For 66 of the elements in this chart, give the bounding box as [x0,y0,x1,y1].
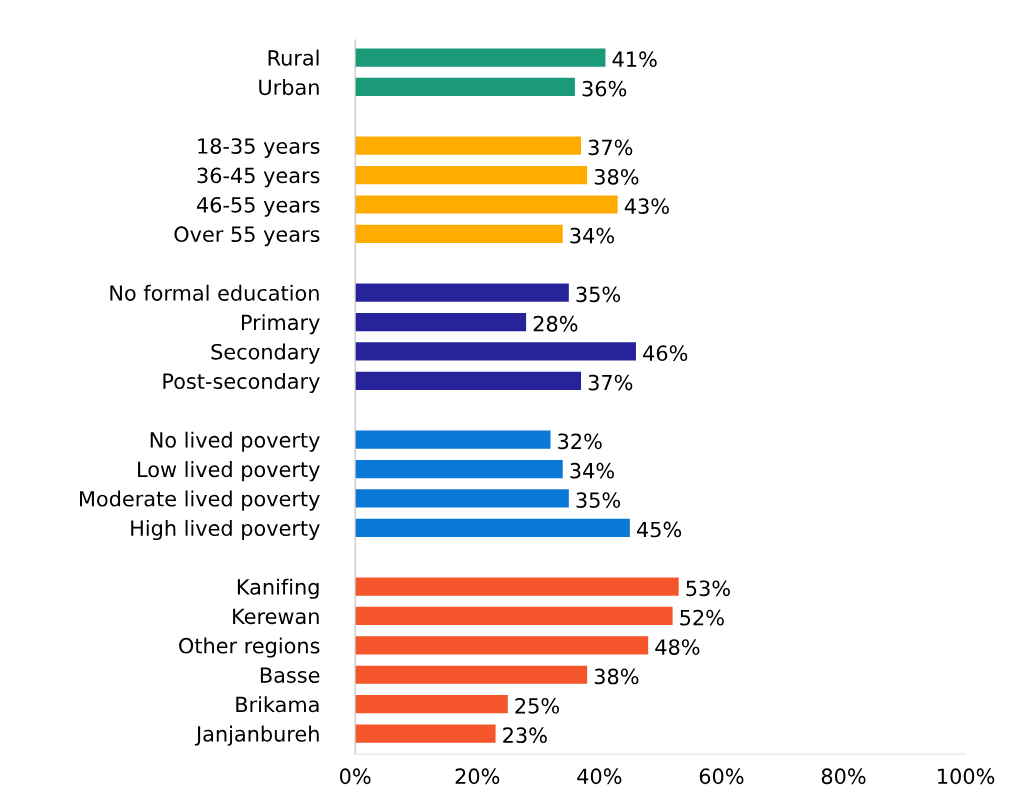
x-tick-label: 100% [938,768,995,785]
data-label: 45% [636,521,682,538]
bar [355,489,569,508]
y-tick-label: Kerewan [233,608,319,625]
y-tick-label: 18-35 years [198,138,320,158]
y-tick-label: Other regions [179,637,320,658]
data-label: 37% [588,374,633,391]
data-label: 25% [515,697,560,714]
y-tick-label: Low lived poverty [138,461,320,482]
bar [355,342,636,361]
bar [355,48,606,67]
data-label: 32% [558,433,602,450]
data-label: 28% [533,315,578,332]
y-tick-label: High lived poverty [131,519,320,541]
y-tick-label: Janjanbureh [194,725,319,746]
x-tick-label: 0% [340,768,371,785]
data-label: 34% [570,462,614,479]
x-tick-label: 60% [699,768,744,785]
y-tick-label: Secondary [211,343,320,364]
data-label: 38% [594,668,639,685]
bar [355,165,588,185]
bar [355,577,679,596]
data-label: 36% [582,80,627,97]
bar [355,136,582,155]
data-label: 41% [612,51,657,68]
bar [355,459,563,479]
bar [355,224,563,243]
bar [355,283,569,302]
bar [355,518,630,537]
data-label: 53% [686,580,730,597]
y-tick-label: Moderate lived poverty [80,490,320,511]
x-tick-label: 20% [455,768,500,785]
y-tick-label: Over 55 years [174,226,320,247]
y-tick-label: 36-45 years [197,167,320,188]
bar [355,312,527,332]
data-label: 52% [680,609,724,626]
bar [355,695,508,714]
bar [355,371,582,390]
bar [355,636,649,655]
bar [355,430,551,449]
bar [355,665,588,684]
data-label: 35% [576,492,621,508]
data-label: 23% [503,727,547,744]
bar [355,606,673,626]
data-label: 38% [594,168,639,185]
y-tick-label: Brikama [236,696,319,713]
data-label: 43% [624,198,669,215]
data-label: 48% [655,639,700,655]
bar [355,724,496,743]
data-label: 35% [576,286,621,303]
x-tick-label: 80% [821,768,866,785]
y-tick-label: Rural [268,49,319,66]
y-tick-label: Post-secondary [163,372,320,394]
y-tick-label: No lived poverty [150,431,320,452]
x-tick-label: 40% [577,768,622,785]
data-label: 46% [643,345,688,362]
data-label: 37% [588,139,633,156]
y-tick-label: Basse [260,667,320,683]
y-tick-label: No formal education [110,284,319,301]
y-tick-label: Primary [241,314,320,335]
bar [355,195,618,214]
y-tick-label: Urban [259,79,319,96]
y-tick-label: Kanifing [237,578,319,599]
data-label: 34% [570,227,614,244]
bar [355,77,575,97]
y-tick-label: 46-55 years [196,196,320,217]
